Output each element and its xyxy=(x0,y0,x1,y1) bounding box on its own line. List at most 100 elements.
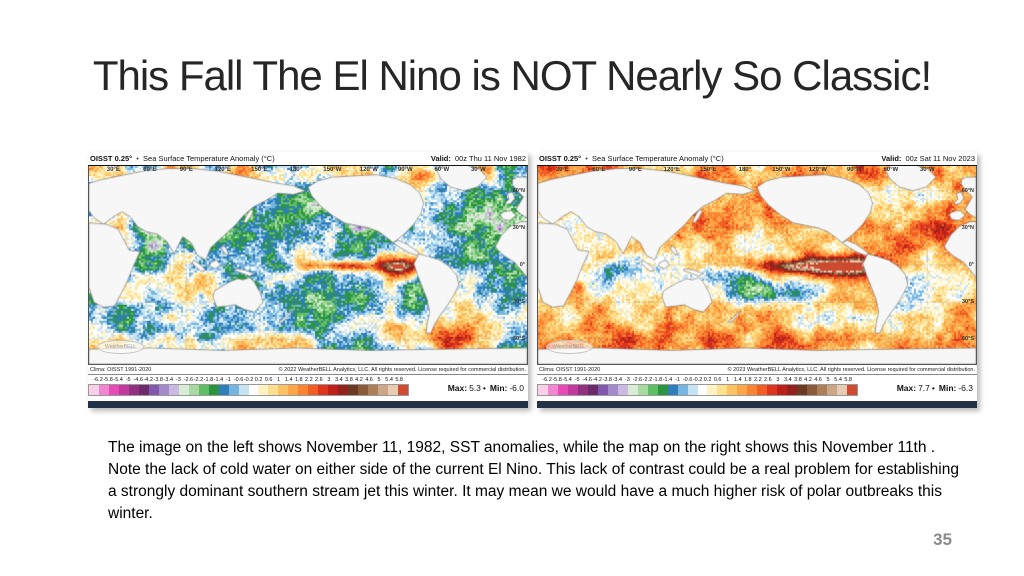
colorbar-tick: 0.6 xyxy=(264,377,273,383)
colorbar-swatch xyxy=(647,385,658,395)
colorbar-swatch xyxy=(348,385,359,395)
colorbar-tick: -5 xyxy=(574,377,580,383)
climatology-note: Clima: OISST 1991-2020 xyxy=(90,366,152,373)
colorbar-tick: 3 xyxy=(776,377,780,383)
colorbar-swatch xyxy=(338,385,349,395)
min-label: Min: xyxy=(489,383,508,393)
colorbar-tick: -3.8 xyxy=(602,377,612,383)
colorbar-swatch xyxy=(238,385,249,395)
valid-time: Valid: 00z Sat 11 Nov 2023 xyxy=(879,154,975,163)
colorbar-tick: 5 xyxy=(826,377,830,383)
lat-label: 30°S xyxy=(962,299,974,306)
colorbar-swatch xyxy=(218,385,229,395)
colorbar-tick: 1 xyxy=(277,377,281,383)
valid-label: Valid: xyxy=(881,154,902,163)
colorbar-swatch xyxy=(727,385,738,395)
colorbar-swatch xyxy=(717,385,728,395)
colorbar-swatch xyxy=(158,385,169,395)
colorbar-swatch xyxy=(248,385,259,395)
colorbar-swatch xyxy=(597,385,608,395)
colorbar-tick: -1.4 xyxy=(662,377,673,383)
map-product-title: OISST 0.25° • Sea Surface Temperature An… xyxy=(539,154,724,163)
map-footer-bar xyxy=(537,401,977,408)
map-scale-row: -6.2 -5.8 -5.4 -5 -4.6 -4.2 -3.8 -3.4 -3 -2.6 -2.2… xyxy=(537,375,977,401)
colorbar-swatch xyxy=(577,385,588,395)
colorbar-tick: 0.6 xyxy=(713,377,722,383)
colorbar-swatch xyxy=(138,385,149,395)
colorbar-swatch xyxy=(657,385,668,395)
lat-label: 60°S xyxy=(513,336,525,343)
map-subtitle: Sea Surface Temperature Anomaly (°C) xyxy=(592,154,724,163)
colorbar-swatch xyxy=(98,385,109,395)
anomaly-colorbar: -6.2 -5.8 -5.4 -5 -4.6 -4.2 -3.8 -3.4 -3 -2.6 -2.2… xyxy=(88,375,410,401)
max-value: 7.7 xyxy=(918,383,930,393)
colorbar-swatch xyxy=(268,385,279,395)
colorbar-tick: -5 xyxy=(125,377,131,383)
valid-datetime: 00z Thu 11 Nov 1982 xyxy=(454,154,526,163)
lon-label: 90°E xyxy=(628,167,642,173)
colorbar-swatch xyxy=(807,385,818,395)
colorbar-tick: -4.6 xyxy=(582,377,592,383)
colorbar-tick: -5.4 xyxy=(113,377,123,383)
map-scale-row: -6.2 -5.8 -5.4 -5 -4.6 -4.2 -3.8 -3.4 -3 -2.6 -2.2… xyxy=(88,375,528,401)
colorbar-tick: -2.2 xyxy=(642,377,653,383)
min-value: -6.3 xyxy=(958,383,973,393)
colorbar-swatch xyxy=(228,385,239,395)
lon-label: 60°W xyxy=(883,167,899,173)
max-min-readout: Max: 7.7 • Min: -6.3 xyxy=(858,375,977,401)
weatherbell-watermark: WeatherBELL xyxy=(546,340,594,354)
sst-anomaly-map-2023: OISST 0.25° • Sea Surface Temperature An… xyxy=(537,152,977,408)
map-subtitle: Sea Surface Temperature Anomaly (°C) xyxy=(143,154,275,163)
colorbar-swatch xyxy=(358,385,369,395)
colorbar-swatch xyxy=(667,385,678,395)
colorbar-tick: -1.4 xyxy=(213,377,224,383)
colorbar-swatch xyxy=(148,385,159,395)
colorbar-swatch xyxy=(627,385,638,395)
colorbar-swatch xyxy=(847,385,857,395)
colorbar-tick: 3.4 xyxy=(784,377,792,383)
dot-separator: • xyxy=(482,383,486,393)
colorbar-tick: 1.8 xyxy=(294,377,303,383)
colorbar-swatch xyxy=(388,385,399,395)
colorbar-tick: 5.8 xyxy=(395,377,403,383)
colorbar-tick: -4.2 xyxy=(592,377,602,383)
colorbar-tick: 3.4 xyxy=(335,377,343,383)
dot-separator: • xyxy=(931,383,935,393)
map-attribution-row: Clima: OISST 1991-2020 © 2022 WeatherBEL… xyxy=(88,365,528,375)
colorbar-tick: -1 xyxy=(226,377,231,383)
bullet-separator: • xyxy=(585,154,588,163)
colorbar-tick: -3.4 xyxy=(612,377,623,383)
colorbar-tick: 1.4 xyxy=(733,377,742,383)
colorbar-tick: 2.6 xyxy=(764,377,772,383)
colorbar-tick: -6.2 xyxy=(93,377,103,383)
colorbar-tick: -4.6 xyxy=(133,377,143,383)
colorbar-swatch xyxy=(707,385,718,395)
colorbar-tick: -0.2 xyxy=(692,377,703,383)
colorbar-tick: 3.8 xyxy=(345,377,353,383)
lon-label: 60°E xyxy=(143,167,157,173)
lon-label: 150°E xyxy=(700,167,717,173)
colorbar-tick: 0.2 xyxy=(254,377,263,383)
colorbar-swatch xyxy=(757,385,768,395)
colorbar-swatch xyxy=(188,385,199,395)
page-number: 35 xyxy=(933,530,952,549)
lon-label: 120°E xyxy=(663,167,681,173)
colorbar-swatch xyxy=(677,385,688,395)
lon-label: 30°W xyxy=(919,167,935,173)
colorbar-tick: -1.8 xyxy=(652,377,663,383)
lon-label: 60°E xyxy=(592,167,606,173)
colorbar-tick: -4.2 xyxy=(143,377,153,383)
product-name: OISST 0.25° xyxy=(539,154,582,163)
colorbar-tick: 1.8 xyxy=(743,377,752,383)
colorbar-tick: -2.6 xyxy=(632,377,643,383)
lon-label: 150°E xyxy=(251,167,268,173)
colorbar-swatch xyxy=(617,385,628,395)
colorbar-swatch xyxy=(787,385,798,395)
colorbar-swatch xyxy=(118,385,129,395)
colorbar-tick: -5.8 xyxy=(552,377,562,383)
map-attribution-row: Clima: OISST 1991-2020 © 2023 WeatherBEL… xyxy=(537,365,977,375)
colorbar-swatch xyxy=(288,385,299,395)
climatology-note: Clima: OISST 1991-2020 xyxy=(539,366,601,373)
lat-label: 0° xyxy=(519,262,525,268)
lat-label: 30°N xyxy=(961,224,974,231)
